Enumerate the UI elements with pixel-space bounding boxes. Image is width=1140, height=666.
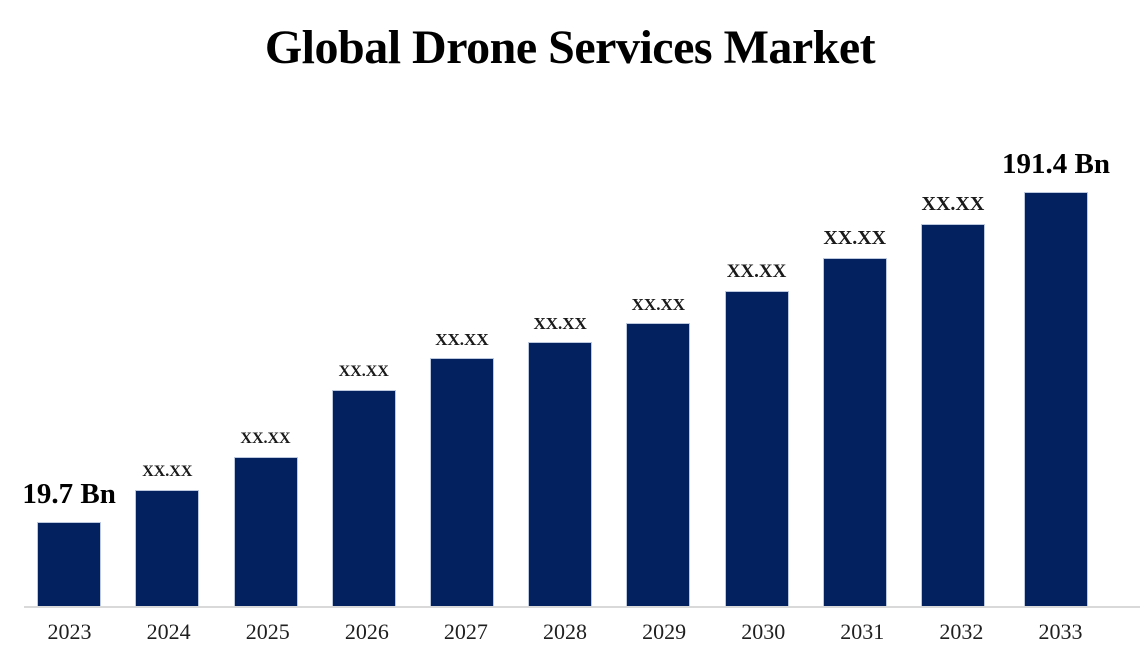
x-axis-label-2030: 2030 (741, 619, 786, 644)
bar-2030 (724, 291, 789, 607)
bar-column-2025: XX.XX (216, 127, 314, 607)
bar-2027 (429, 358, 494, 607)
bar-value-label: 191.4 Bn (1002, 147, 1111, 180)
bar-value-label: XX.XX (921, 193, 985, 215)
x-axis-label-2033: 2033 (1038, 619, 1083, 644)
bar-column-2028: XX.XX (511, 127, 609, 607)
bar-column-2032: XX.XX (904, 127, 1002, 607)
bar-value-label: XX.XX (435, 330, 489, 350)
chart-title: Global Drone Services Market (264, 21, 876, 74)
bar-column-2027: XX.XX (413, 127, 511, 607)
bar-2026 (331, 390, 396, 607)
bar-2033 (1024, 192, 1089, 607)
bar-2029 (626, 323, 691, 607)
bar-column-2026: XX.XX (315, 127, 413, 607)
x-axis-label-2031: 2031 (840, 619, 885, 644)
bar-column-2033: 191.4 Bn (1002, 127, 1110, 607)
bar-column-2024: XX.XX (118, 127, 216, 607)
bar-2031 (822, 258, 887, 607)
x-axis-label-2029: 2029 (642, 619, 687, 644)
bar-2024 (135, 490, 200, 607)
x-axis-label-2024: 2024 (146, 619, 191, 644)
x-axis-label-2032: 2032 (939, 619, 984, 644)
bar-value-label: XX.XX (338, 363, 389, 381)
x-axis-label-2026: 2026 (344, 619, 389, 644)
bar-2028 (528, 342, 593, 607)
bar-value-label: XX.XX (533, 314, 587, 334)
bar-value-label: XX.XX (823, 227, 887, 249)
plot-area: 19.7 Bn XX.XX XX.XX XX.XX XX.XX XX.XX XX.XX XX.… (20, 127, 1110, 607)
bar-column-2030: XX.XX (707, 127, 805, 607)
x-axis-line (24, 606, 1140, 608)
x-axis-label-2025: 2025 (245, 619, 290, 644)
bar-value-label: XX.XX (631, 295, 685, 315)
x-axis-label-2027: 2027 (443, 619, 488, 644)
bar-column-2023: 19.7 Bn (20, 127, 118, 607)
bar-2025 (233, 457, 298, 607)
bar-2032 (920, 224, 985, 607)
bar-column-2029: XX.XX (609, 127, 707, 607)
bar-value-label: XX.XX (240, 430, 291, 448)
x-axis-labels: 2023 2024 2025 2026 2027 2028 2029 2030 2031 2032… (20, 619, 1110, 645)
bar-2023 (37, 522, 102, 607)
bar-value-label: 19.7 Bn (22, 477, 116, 510)
x-axis-label-2028: 2028 (543, 619, 588, 644)
bar-value-label: XX.XX (142, 463, 193, 481)
x-axis-label-2023: 2023 (47, 619, 92, 644)
bar-column-2031: XX.XX (806, 127, 904, 607)
bar-value-label: XX.XX (726, 261, 787, 283)
